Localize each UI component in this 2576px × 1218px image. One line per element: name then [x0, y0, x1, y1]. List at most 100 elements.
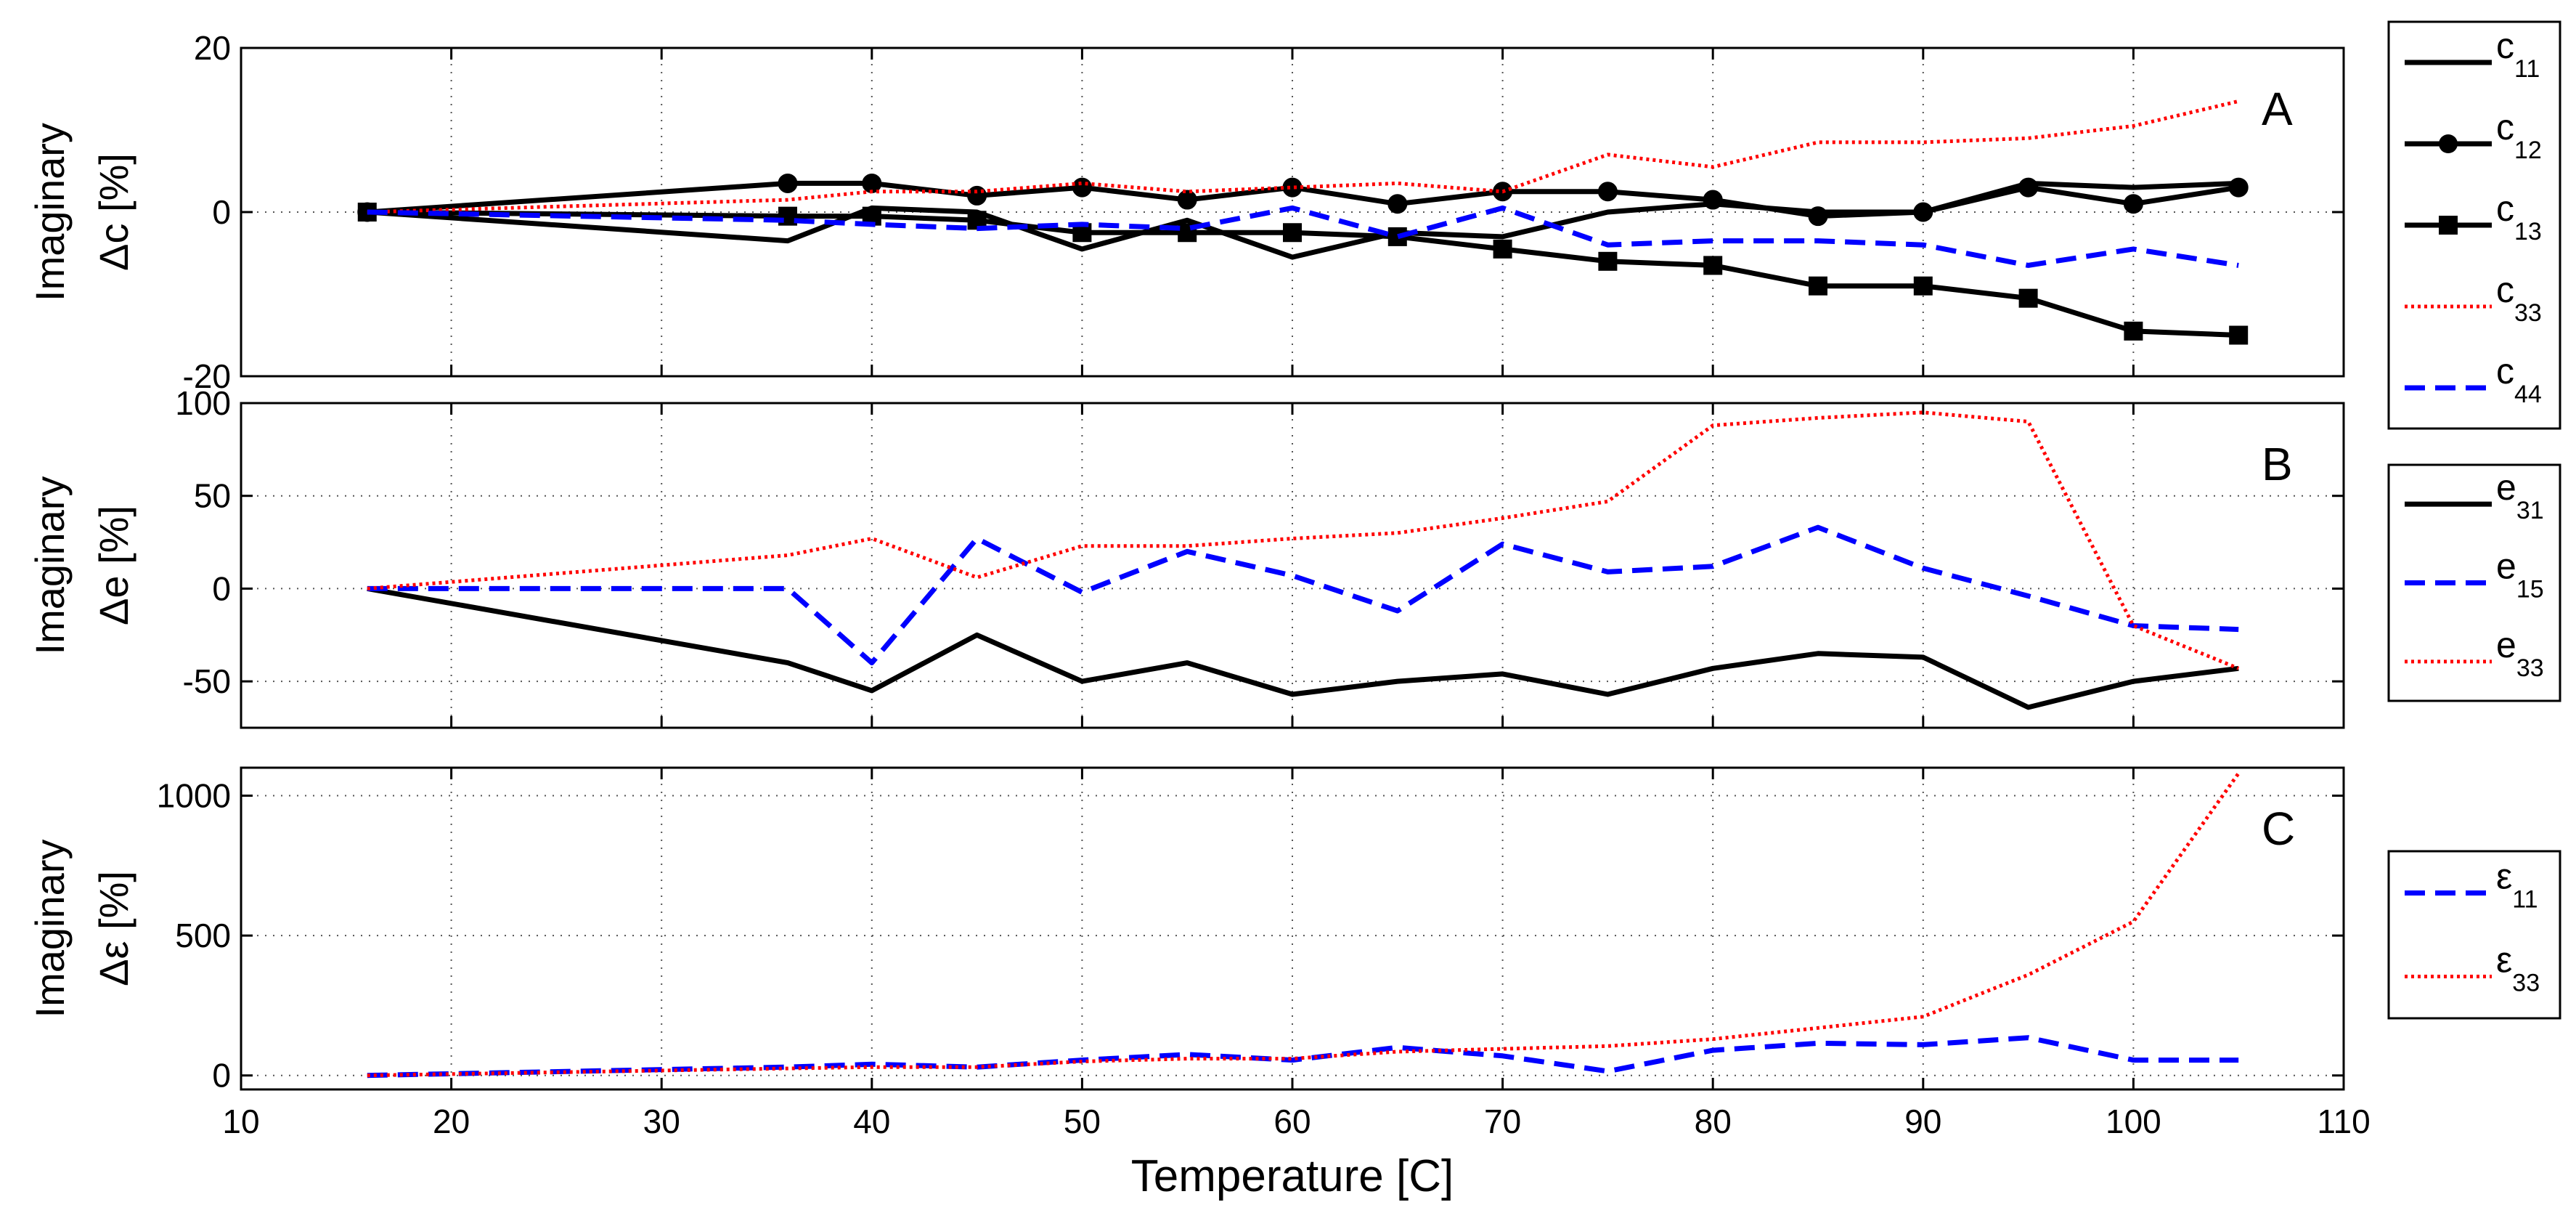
y-axis-label: Imaginary	[27, 476, 73, 655]
legend-box	[2387, 850, 2561, 1020]
data-point	[1598, 251, 1618, 271]
data-point	[1282, 177, 1303, 198]
y-tick-label: 100	[175, 384, 231, 422]
y-tick-label: 0	[212, 1057, 231, 1095]
data-point	[1913, 276, 1933, 296]
data-point	[2028, 421, 2029, 422]
legend-marker	[2439, 134, 2458, 153]
axes-box	[240, 46, 2345, 378]
data-point	[2124, 321, 2143, 341]
data-point	[1177, 190, 1197, 210]
panel-letter: C	[2262, 803, 2295, 855]
x-tick-label: 10	[222, 1103, 259, 1140]
data-point	[1387, 194, 1408, 214]
data-point	[1607, 501, 1608, 502]
data-point	[787, 588, 788, 589]
axes-box	[240, 766, 2345, 1091]
x-tick-label: 110	[2317, 1103, 2370, 1140]
series-line-e33	[367, 410, 2240, 670]
series-line-e31	[367, 585, 2239, 710]
legend-label-subscript: 33	[2516, 654, 2544, 682]
series-line-c44	[367, 205, 2239, 268]
data-point	[1597, 182, 1618, 202]
data-point	[2228, 177, 2249, 198]
panel-letter: B	[2262, 438, 2293, 490]
y-axis-label: Δε [%]	[91, 871, 136, 986]
data-point	[778, 173, 798, 193]
series-line-c33	[367, 99, 2239, 214]
x-tick-label: 70	[1484, 1103, 1521, 1140]
data-point	[1809, 276, 1827, 296]
legend-label-subscript: 15	[2516, 576, 2544, 604]
y-tick-label: -20	[183, 357, 231, 395]
panel-letter: A	[2262, 83, 2293, 135]
legend-label-subscript: 33	[2514, 299, 2542, 327]
data-point	[871, 538, 872, 539]
data-point	[2238, 101, 2239, 102]
x-tick-label: 20	[433, 1103, 470, 1140]
x-tick-label: 40	[853, 1103, 890, 1140]
data-point	[967, 185, 987, 206]
y-tick-label: 20	[194, 29, 231, 67]
data-point	[787, 555, 788, 556]
legend-label-subscript: 11	[2512, 886, 2538, 914]
data-point	[1072, 177, 1092, 198]
y-tick-label: 0	[212, 569, 231, 607]
x-tick-label: 90	[1904, 1103, 1941, 1140]
data-point	[2018, 177, 2039, 198]
x-tick-label: 30	[643, 1103, 680, 1140]
series-line-ε33	[367, 772, 2241, 1078]
data-point	[1703, 190, 1723, 210]
legend-label-subscript: 33	[2512, 970, 2540, 997]
data-point	[1397, 1047, 1398, 1048]
data-point	[1187, 1054, 1188, 1055]
y-tick-label: 500	[175, 917, 231, 954]
x-axis-label: Temperature [C]	[1131, 1151, 1454, 1201]
data-point	[1607, 1046, 1608, 1047]
legend-label-subscript: 13	[2514, 218, 2542, 245]
data-point	[1397, 183, 1398, 184]
data-point	[1703, 256, 1723, 275]
x-tick-label: 50	[1064, 1103, 1101, 1140]
axes-box	[240, 402, 2345, 729]
legend-label-subscript: 44	[2514, 381, 2542, 408]
data-point	[1818, 1043, 1819, 1044]
series-line-e15	[367, 524, 2239, 666]
data-point	[1187, 545, 1188, 546]
data-point	[1493, 239, 1512, 259]
y-axis-label: Δc [%]	[91, 153, 136, 271]
data-point	[1187, 1058, 1188, 1059]
x-tick-label: 60	[1273, 1103, 1311, 1140]
y-axis-label: Imaginary	[27, 840, 73, 1018]
y-tick-label: 50	[194, 477, 231, 515]
y-tick-label: 1000	[157, 777, 231, 815]
data-point	[1913, 202, 1933, 222]
legend-label-subscript: 11	[2514, 55, 2540, 83]
x-tick-label: 100	[2106, 1103, 2161, 1140]
data-point	[2123, 194, 2143, 214]
legend-label-subscript: 12	[2514, 137, 2542, 164]
legend-marker	[2439, 216, 2458, 235]
y-tick-label: -50	[183, 662, 231, 700]
data-point	[2018, 288, 2038, 308]
data-point	[1283, 223, 1302, 243]
x-tick-label: 80	[1695, 1103, 1732, 1140]
data-point	[2238, 773, 2239, 774]
legend-label-subscript: 31	[2516, 497, 2544, 524]
series-line-c12	[367, 180, 2239, 219]
y-tick-label: 0	[212, 193, 231, 231]
data-point	[1082, 545, 1083, 546]
data-point	[1292, 538, 1293, 539]
data-point	[2229, 325, 2249, 345]
y-axis-label: Imaginary	[27, 123, 73, 301]
panel-c: 0 500 1000 10 20 30 40 50 60 70 80 90 100 110 Temperat…	[27, 766, 2561, 1201]
y-axis-label: Δe [%]	[91, 506, 136, 625]
data-point	[1397, 1051, 1398, 1052]
series-line-c13	[367, 209, 2239, 338]
